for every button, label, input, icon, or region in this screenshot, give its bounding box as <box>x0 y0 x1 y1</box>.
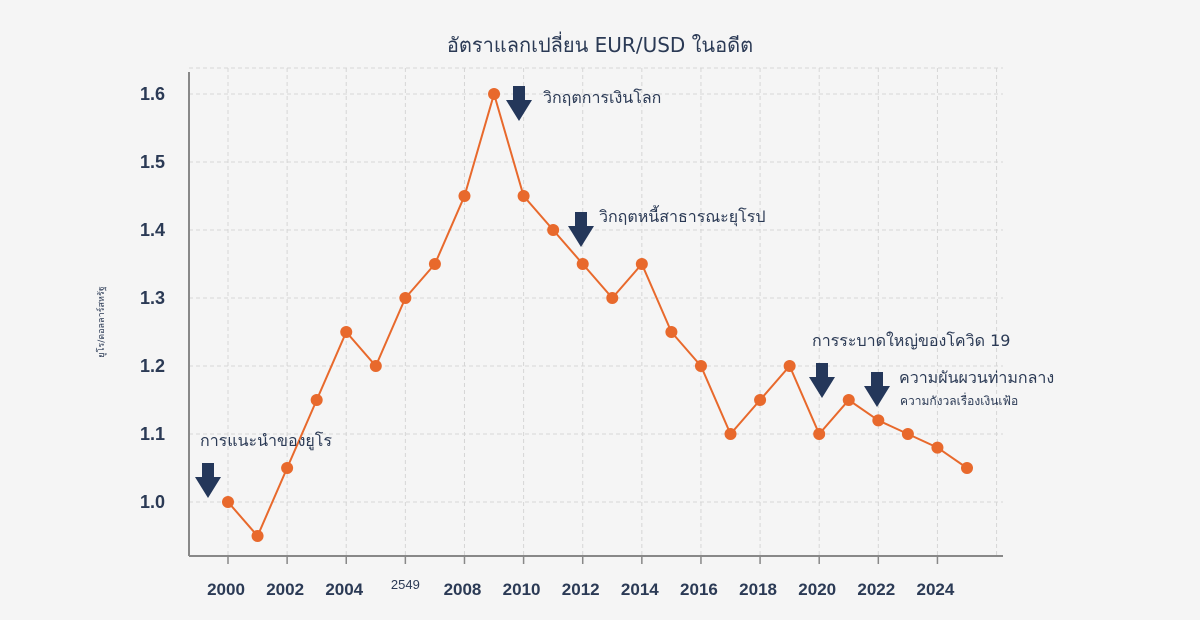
grid-layer <box>189 67 1003 556</box>
data-point <box>310 394 323 406</box>
x-tick-label: 2000 <box>207 580 245 599</box>
annotation-label: การระบาดใหญ่ของโควิด 19 <box>812 331 1010 350</box>
data-point <box>340 326 353 338</box>
annotation-sublabel: ความกังวลเรื่องเงินเฟ้อ <box>900 392 1018 408</box>
y-tick-label: 1.0 <box>140 492 165 512</box>
annotation-label: วิกฤตการเงินโลก <box>543 88 661 107</box>
data-point <box>961 462 973 474</box>
data-point <box>606 292 619 304</box>
data-point <box>428 258 441 270</box>
x-tick-label: 2024 <box>917 580 955 599</box>
data-point <box>754 394 767 406</box>
chart-title: อัตราแลกเปลี่ยน EUR/USD ในอดีต <box>447 31 753 57</box>
data-point <box>576 258 589 270</box>
data-point <box>488 88 501 100</box>
data-point <box>547 224 560 236</box>
data-point <box>665 326 678 338</box>
annotation-label: ความผันผวนท่ามกลาง <box>899 368 1054 387</box>
x-tick-label: 2008 <box>444 580 482 599</box>
down-arrow-icon <box>864 372 890 407</box>
down-arrow-icon <box>506 86 532 121</box>
data-point <box>783 360 796 372</box>
x-tick-label: 2014 <box>621 580 659 599</box>
y-tick-label: 1.1 <box>140 424 165 444</box>
data-point <box>694 360 707 372</box>
data-point <box>222 496 234 508</box>
y-tick-label: 1.5 <box>140 152 165 172</box>
y-tick-label: 1.2 <box>140 356 165 376</box>
data-point <box>872 414 885 427</box>
y-tick-label: 1.6 <box>140 84 165 104</box>
y-tick-label: 1.3 <box>140 288 165 308</box>
x-tick-label: 2016 <box>680 580 718 599</box>
data-point <box>724 428 737 440</box>
series-line <box>227 90 968 538</box>
down-arrow-icon <box>809 363 835 398</box>
down-arrow-icon <box>568 212 594 247</box>
x-tick-label: 2549 <box>391 577 420 592</box>
x-tick-label: 2018 <box>739 580 777 599</box>
data-point <box>369 360 382 372</box>
x-tick-label: 2022 <box>857 580 895 599</box>
data-point <box>251 530 264 542</box>
y-axis-label: ยูโร/ดอลลาร์สหรัฐ <box>95 286 107 357</box>
annotation-layer: การแนะนำของยูโร วิกฤตการเงินโลกวิกฤตหนี้ส… <box>195 86 1054 498</box>
x-tick-label: 2012 <box>562 580 600 599</box>
data-point <box>813 428 826 440</box>
annotation-label: การแนะนำของยูโร <box>200 431 332 451</box>
data-point <box>635 258 648 270</box>
down-arrow-icon <box>195 463 221 498</box>
axis-layer <box>188 72 1003 564</box>
series-layer <box>222 88 973 542</box>
data-point <box>901 428 914 440</box>
x-tick-label: 2020 <box>798 580 836 599</box>
data-point <box>458 190 471 202</box>
x-tick-label: 2002 <box>266 580 304 599</box>
x-tick-label: 2004 <box>325 580 363 599</box>
data-point <box>842 394 855 406</box>
ticks-layer: 1.0 1.1 1.2 1.3 1.4 1.5 1.6 2000 2002 2004 2549 200… <box>140 84 955 599</box>
data-point <box>399 292 412 304</box>
annotation-label: วิกฤตหนี้สาธารณะยุโรป <box>599 205 766 227</box>
data-point <box>281 462 294 474</box>
x-tick-label: 2010 <box>503 580 541 599</box>
data-point <box>517 190 530 202</box>
data-point <box>931 441 944 454</box>
y-tick-label: 1.4 <box>140 220 165 240</box>
